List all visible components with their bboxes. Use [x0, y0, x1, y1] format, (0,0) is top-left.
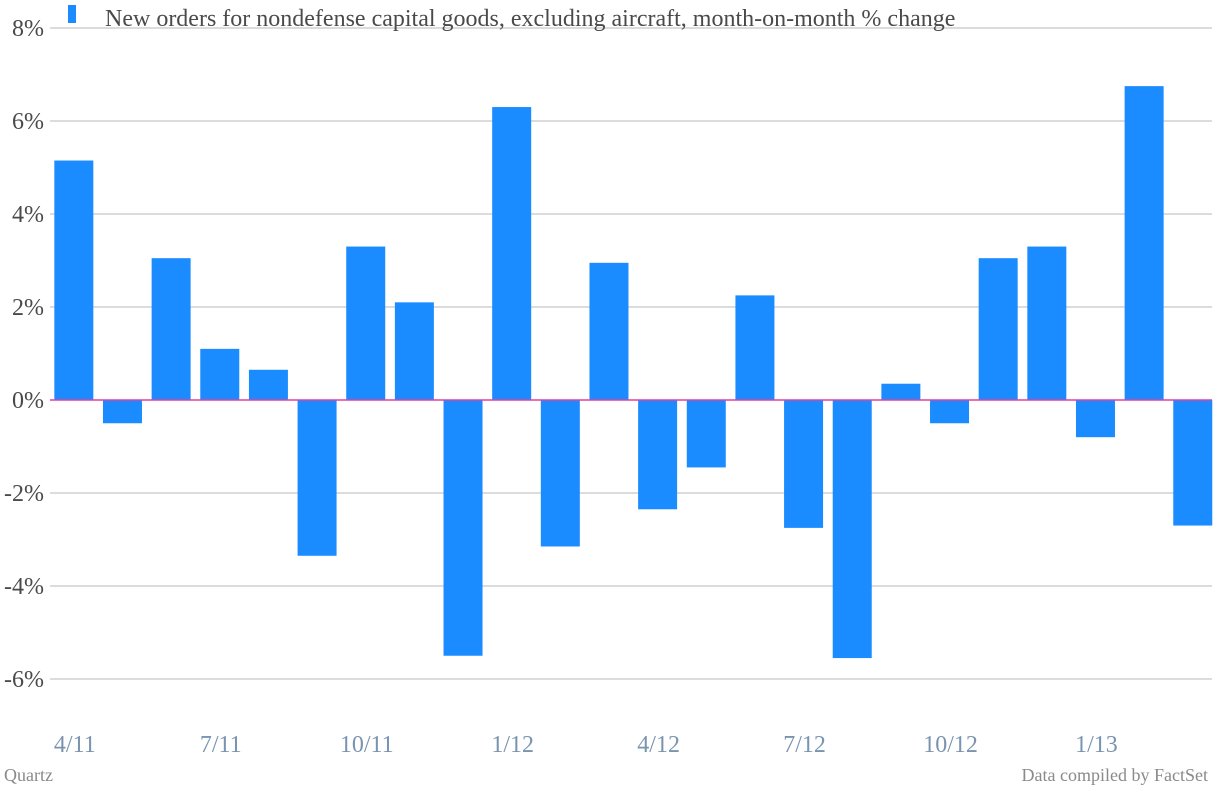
y-tick-label: -4% [4, 574, 44, 600]
x-tick-label: 10/11 [340, 732, 394, 758]
legend: New orders for nondefense capital goods,… [68, 5, 955, 32]
bar [1075, 400, 1115, 438]
bar [1027, 246, 1067, 400]
bar [589, 262, 629, 400]
bar [735, 295, 775, 400]
bar [540, 400, 580, 547]
x-tick-label: 1/13 [1075, 732, 1118, 758]
bar [832, 400, 872, 659]
bar [686, 400, 726, 468]
bar [54, 160, 94, 400]
y-tick-label: 2% [12, 295, 44, 321]
bar [881, 383, 921, 400]
source-left: Quartz [4, 765, 53, 785]
bar [346, 246, 386, 400]
y-tick-label: 0% [12, 388, 44, 414]
y-tick-label: 6% [12, 109, 44, 135]
legend-swatch [68, 5, 76, 23]
bar [102, 400, 142, 424]
x-tick-label: 4/12 [637, 732, 680, 758]
gridlines [50, 27, 1212, 680]
y-tick-label: 4% [12, 202, 44, 228]
y-tick-label: -6% [4, 667, 44, 693]
y-tick-label: -2% [4, 481, 44, 507]
source-right: Data compiled by FactSet [1022, 765, 1208, 785]
bar [978, 258, 1018, 400]
x-tick-label: 10/12 [923, 732, 978, 758]
bar [930, 400, 970, 424]
bar [638, 400, 678, 510]
bar [1124, 86, 1164, 400]
bar [443, 400, 483, 656]
legend-label: New orders for nondefense capital goods,… [105, 6, 955, 32]
bar [200, 348, 240, 400]
x-tick-label: 7/11 [200, 732, 242, 758]
bar [784, 400, 824, 528]
bar [297, 400, 337, 556]
bar [394, 302, 434, 400]
x-tick-label: 7/12 [783, 732, 826, 758]
bars [54, 86, 1213, 659]
x-tick-label: 4/11 [54, 732, 96, 758]
bar [1173, 400, 1213, 526]
bar [492, 107, 532, 401]
x-axis-tick-labels: 4/11 7/11 10/11 1/12 4/12 7/12 10/12 1/13 [54, 732, 1118, 758]
bar [248, 369, 288, 400]
x-tick-label: 1/12 [491, 732, 534, 758]
y-tick-label: 8% [12, 16, 44, 42]
y-axis-tick-labels: 8% 6% 4% 2% 0% -2% -4% -6% [4, 16, 44, 693]
bar [151, 258, 191, 400]
